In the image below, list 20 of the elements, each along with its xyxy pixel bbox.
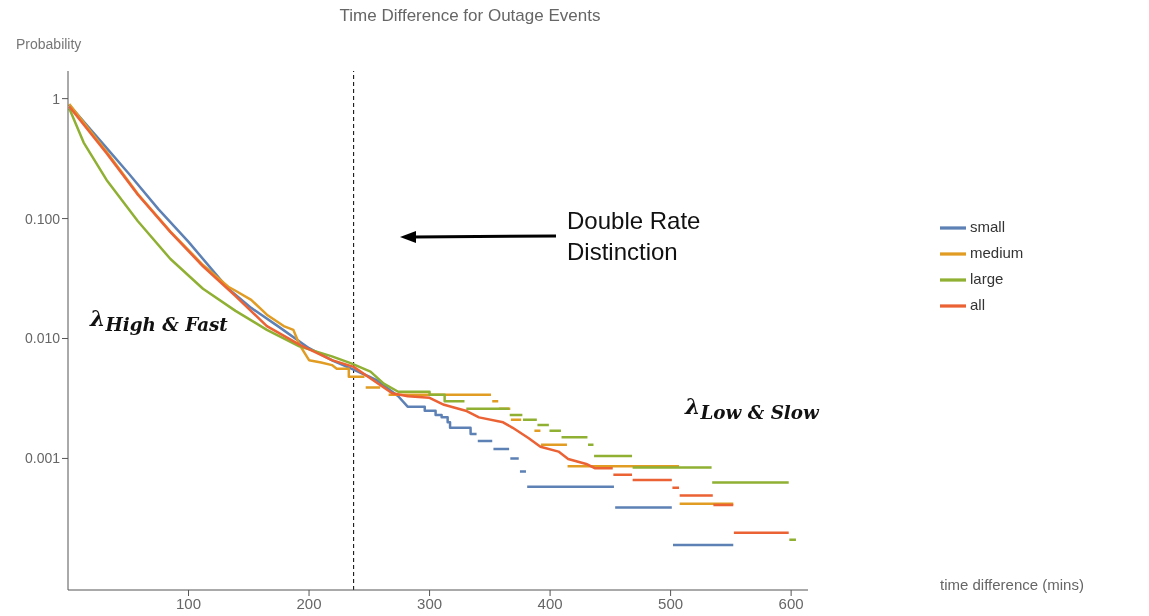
legend-label: small: [970, 218, 1006, 236]
y-tick-label: 1: [52, 90, 61, 107]
legend-label: medium: [970, 244, 1024, 262]
annotation: λ$_{Low & Slow}$: [685, 393, 819, 424]
x-tick-label: 400: [537, 594, 563, 612]
x-tick-label: 100: [176, 594, 202, 612]
annotation: λ$_{High & Fast}$: [90, 305, 228, 336]
x-tick-label: 300: [417, 594, 443, 612]
y-tick-label: 0.010: [24, 330, 61, 347]
legend-label: large: [970, 270, 1004, 288]
x-tick-label: 200: [296, 594, 322, 612]
annotation: Double Rate Distinction: [567, 206, 702, 267]
y-tick-label: 0.001: [24, 450, 61, 467]
x-tick-label: 500: [658, 594, 684, 612]
y-tick-label: 0.100: [24, 210, 61, 227]
legend-label: all: [970, 296, 986, 314]
x-tick-label: 600: [778, 594, 804, 612]
y-axis-title: Probability: [16, 36, 82, 52]
chart-title: Time Difference for Outage Events: [338, 6, 602, 26]
text: time difference (mins): [940, 576, 1084, 593]
